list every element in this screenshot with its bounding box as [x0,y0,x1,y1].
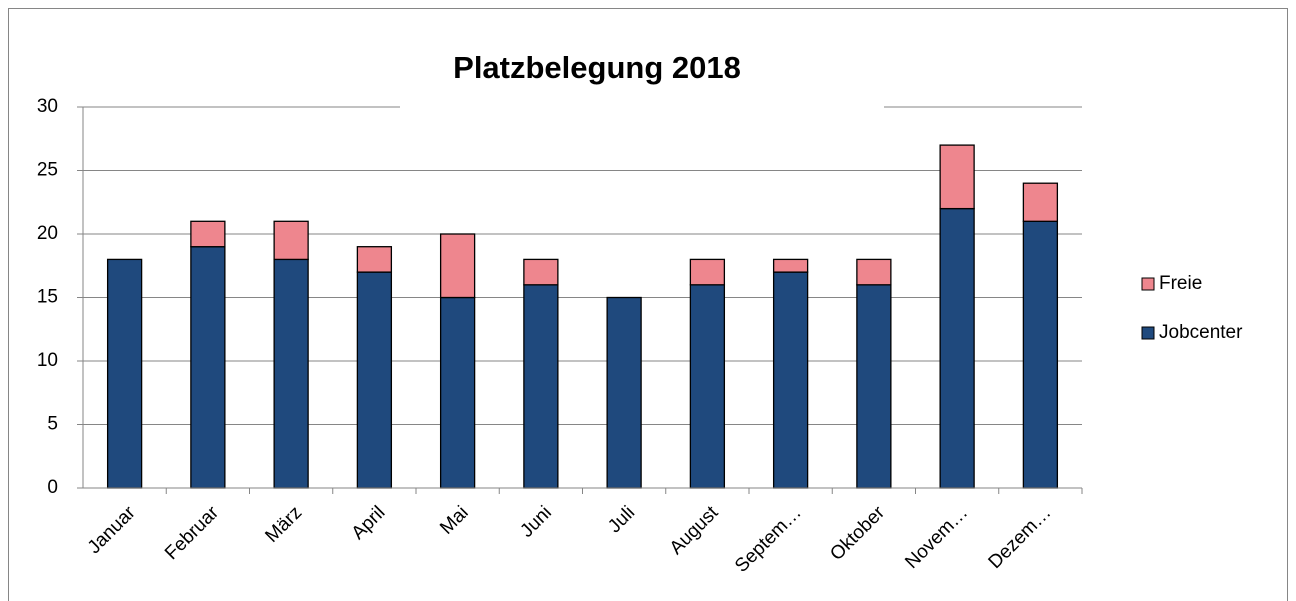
bar-segment [356,246,393,273]
y-tick-label: 20 [37,223,58,244]
x-tick-label: Septem… [731,502,806,577]
x-tick-label: Juli [604,502,639,537]
y-tick-label: 25 [37,160,58,181]
bar-segment [772,271,809,489]
bar-segment [856,258,892,286]
bar-segment [1022,220,1059,489]
bar-segment [190,220,226,248]
bar-segment [689,258,726,286]
x-tick-label: Novem… [901,502,972,573]
chart-title: Platzbelegung 2018 [453,50,741,85]
x-tick-label: August [666,502,723,559]
y-tick-label: 10 [37,350,58,371]
x-tick-label: Oktober [826,502,889,565]
bar-segment [606,296,642,489]
bar-segment [356,271,393,489]
bar-segment [106,258,143,489]
x-tick-label: Februar [161,502,223,564]
bar-segment [689,284,726,489]
x-tick-label: März [261,502,306,547]
legend-label: Freie [1159,273,1202,294]
bar-segment [1022,182,1059,222]
legend-swatch [1141,326,1155,340]
y-tick-label: 0 [47,477,58,498]
bar-segment [939,144,975,210]
bar-segment [190,246,226,489]
x-tick-label: Januar [84,502,140,558]
bar-segment [523,258,559,286]
legend-swatch [1141,277,1155,291]
bar-segment [939,207,975,489]
bar-segment [772,258,809,273]
legend-label: Jobcenter [1159,322,1243,343]
bar-segment [439,296,476,489]
bar-segment [273,220,309,261]
x-tick-label: Dezem… [985,502,1056,573]
y-tick-label: 15 [37,287,58,308]
bar-segment [856,284,892,489]
x-tick-label: Juni [516,502,555,541]
bar-segment [439,233,476,299]
chart-border [8,8,1288,601]
y-tick-label: 5 [47,414,58,435]
bar-segment [523,284,559,489]
y-tick-label: 30 [37,96,58,117]
bar-segment [273,258,309,489]
title-background [400,40,884,118]
x-tick-label: April [348,502,390,544]
x-tick-label: Mai [436,502,473,539]
